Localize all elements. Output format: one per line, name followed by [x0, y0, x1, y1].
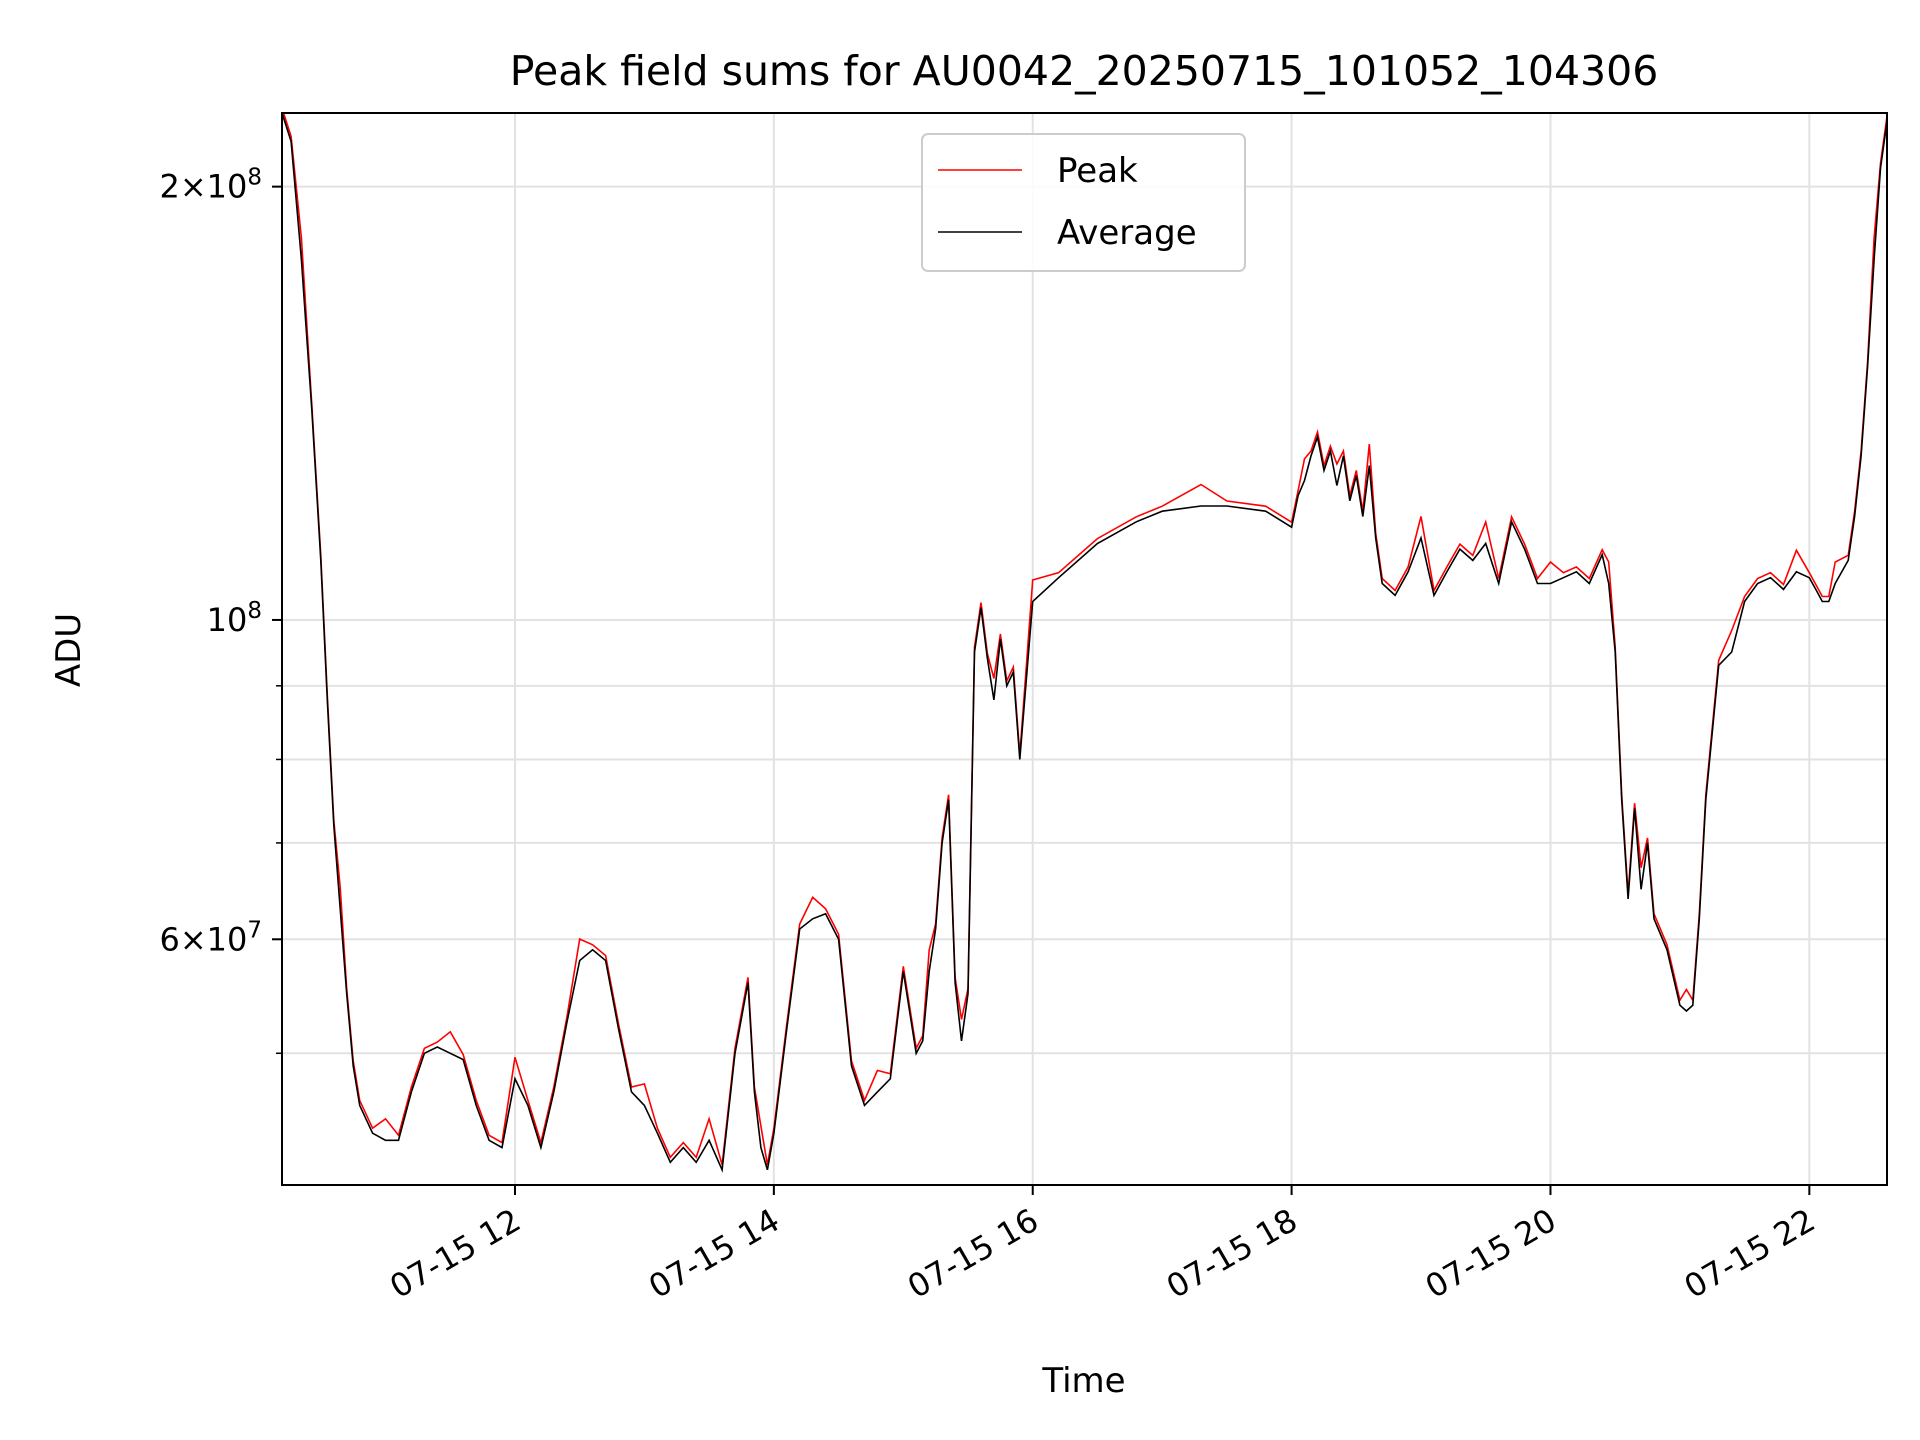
plot-frame	[281, 112, 1888, 1186]
y-tick-label: 108	[207, 598, 262, 639]
series-line-average	[282, 113, 1887, 1173]
legend-label-peak: Peak	[1057, 151, 1138, 191]
y-tick-label: 2×108	[159, 165, 262, 206]
legend-label-average: Average	[1057, 213, 1197, 253]
y-axis: 2×108 108 6×107	[159, 165, 282, 1055]
legend: Peak Average	[921, 133, 1246, 272]
x-axis-label: Time	[1041, 1361, 1125, 1401]
y-axis-label: ADU	[49, 613, 89, 687]
y-tick-label: 6×107	[159, 917, 262, 958]
series-layer	[282, 113, 1887, 1173]
series-line-peak	[282, 113, 1887, 1166]
chart-title: Peak field sums for AU0042_20250715_1010…	[510, 47, 1659, 95]
legend-box	[921, 133, 1246, 272]
